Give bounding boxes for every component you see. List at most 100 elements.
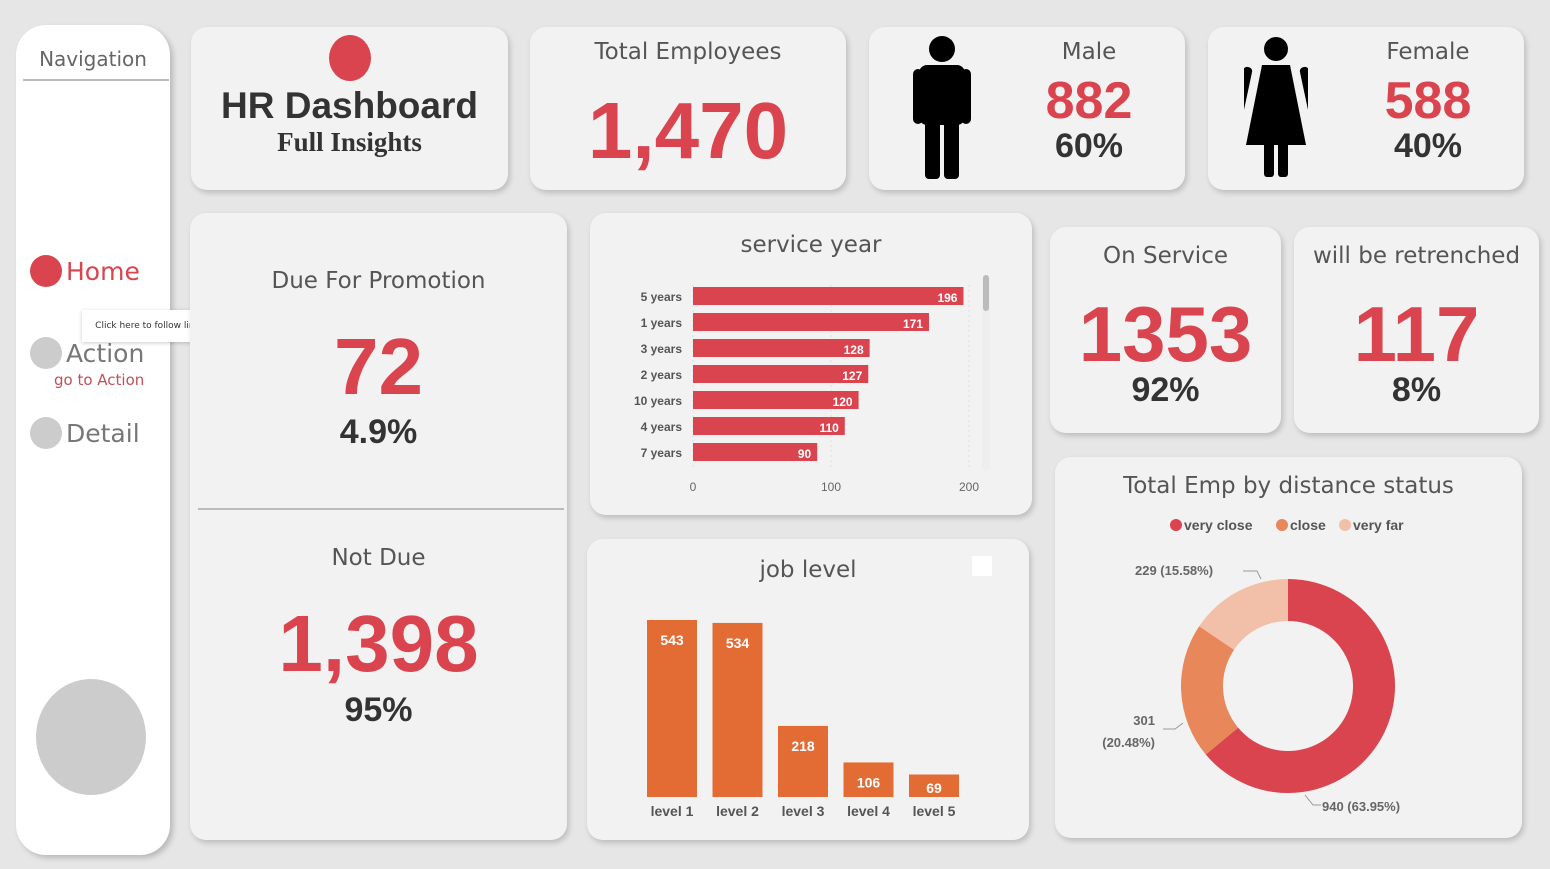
bar-value-label: 127 xyxy=(842,369,862,383)
legend-very-far-icon xyxy=(1339,519,1351,531)
job-level-title: job level xyxy=(759,557,857,583)
detail-dot-icon xyxy=(30,417,62,449)
bar-value-label: 128 xyxy=(844,343,864,357)
promotion-divider xyxy=(198,508,564,510)
category-label: 1 years xyxy=(641,316,683,330)
category-label: level 1 xyxy=(651,803,694,819)
nav-home-label: Home xyxy=(66,256,140,286)
logo-dot-icon xyxy=(329,35,371,81)
bar-2-years xyxy=(693,365,869,383)
slice-label: 940 (63.95%) xyxy=(1322,799,1400,814)
category-label: level 2 xyxy=(716,803,759,819)
leader-line xyxy=(1304,794,1321,806)
distance-title: Total Emp by distance status xyxy=(1123,473,1454,499)
job-level-card: job level 543 level 1 534 level 2 218 level 3… xyxy=(587,539,1029,840)
focus-mode-button[interactable] xyxy=(972,556,992,576)
retrenched-pct: 8% xyxy=(1391,371,1442,409)
bar-value-label: 196 xyxy=(937,291,957,305)
retrenched-label: will be retrenched xyxy=(1312,243,1521,269)
dashboard-subtitle: Full Insights xyxy=(277,127,422,157)
bar-value-label: 106 xyxy=(857,774,881,790)
male-pct: 60% xyxy=(1054,127,1124,165)
x-tick-label: 200 xyxy=(959,480,979,494)
legend-very-close-icon xyxy=(1170,519,1182,531)
category-label: 5 years xyxy=(641,290,683,304)
leader-line xyxy=(1163,722,1184,730)
promotion-value: 72 xyxy=(334,322,423,411)
bar-1-years xyxy=(693,313,929,331)
not-due-label: Not Due xyxy=(331,545,426,571)
nav-action[interactable]: Action xyxy=(30,337,144,369)
category-label: level 3 xyxy=(782,803,825,819)
bar-level-2 xyxy=(712,622,763,797)
job-level-chart: 543 level 1 534 level 2 218 level 3 106 level 4… xyxy=(647,620,959,819)
legend-label: very close xyxy=(1184,517,1253,533)
on-service-card: On Service 1353 92% xyxy=(1050,227,1281,433)
male-person-icon xyxy=(913,36,971,179)
total-employees-card: Total Employees 1,470 xyxy=(530,27,846,190)
slice-close xyxy=(1181,626,1239,755)
on-service-label: On Service xyxy=(1103,243,1228,269)
nav-action-label: Action xyxy=(66,338,145,368)
nav-home[interactable]: Home xyxy=(30,255,140,287)
legend-label: close xyxy=(1290,517,1326,533)
x-tick-label: 0 xyxy=(690,480,697,494)
bar-5-years xyxy=(693,287,964,305)
service-year-title: service year xyxy=(740,232,882,258)
slice-label: 229 (15.58%) xyxy=(1135,563,1213,578)
category-label: 2 years xyxy=(641,368,683,382)
leader-line xyxy=(1243,570,1262,580)
legend-label: very far xyxy=(1353,517,1404,533)
retrenched-value: 117 xyxy=(1353,290,1480,378)
scrollbar-track xyxy=(982,275,990,471)
nav-detail-label: Detail xyxy=(66,418,140,448)
female-pct: 40% xyxy=(1393,127,1463,165)
nav-detail[interactable]: Detail xyxy=(30,417,140,449)
bar-value-label: 110 xyxy=(819,421,839,435)
nav-title: Navigation xyxy=(39,47,147,71)
avatar-circle xyxy=(36,679,146,795)
slice-very-close xyxy=(1205,579,1395,793)
female-label: Female xyxy=(1386,39,1470,65)
bar-level-3 xyxy=(778,725,828,797)
bar-3-years xyxy=(693,339,870,357)
male-value: 882 xyxy=(1045,72,1133,130)
retrenched-card: will be retrenched 117 8% xyxy=(1294,227,1539,433)
service-year-chart: 0 100 200 196 5 years 171 1 years 128 3 years 127… xyxy=(634,275,990,494)
category-label: 7 years xyxy=(641,446,683,460)
total-label: Total Employees xyxy=(594,39,782,65)
bar-value-label: 534 xyxy=(726,635,750,651)
scrollbar-thumb xyxy=(983,275,989,311)
bar-4-years xyxy=(693,417,845,435)
male-card: Male 882 60% xyxy=(869,27,1185,190)
category-label: level 5 xyxy=(913,803,956,819)
category-label: level 4 xyxy=(847,803,890,819)
total-value: 1,470 xyxy=(587,86,789,175)
on-service-pct: 92% xyxy=(1131,371,1200,409)
distance-card: Total Emp by distance status very close c… xyxy=(1055,457,1522,838)
not-due-pct: 95% xyxy=(344,691,413,729)
bar-level-4 xyxy=(843,762,894,797)
category-label: 10 years xyxy=(634,394,682,408)
go-to-action-link[interactable]: go to Action xyxy=(54,371,145,389)
promotion-card: Due For Promotion 72 4.9% Not Due 1,398 … xyxy=(190,213,567,840)
slice-label: 301 xyxy=(1133,713,1155,728)
on-service-value: 1353 xyxy=(1078,290,1253,378)
home-dot-icon xyxy=(30,255,62,287)
female-value: 588 xyxy=(1384,72,1472,130)
bar-level-1 xyxy=(647,620,697,797)
nav-divider xyxy=(23,79,169,81)
title-card: HR Dashboard Full Insights xyxy=(191,27,508,190)
action-dot-icon xyxy=(30,337,62,369)
bar-value-label: 69 xyxy=(926,780,942,796)
bar-value-label: 120 xyxy=(833,395,853,409)
bar-value-label: 90 xyxy=(798,447,812,461)
navigation-panel: Navigation Home Action go to Action Deta… xyxy=(16,25,170,855)
bar-7-years xyxy=(693,443,818,461)
x-tick-label: 100 xyxy=(821,480,841,494)
female-card: Female 588 40% xyxy=(1208,27,1524,190)
bar-level-5 xyxy=(909,774,959,797)
male-label: Male xyxy=(1061,39,1117,65)
slice-very-far xyxy=(1199,579,1288,650)
promotion-pct: 4.9% xyxy=(339,413,418,451)
